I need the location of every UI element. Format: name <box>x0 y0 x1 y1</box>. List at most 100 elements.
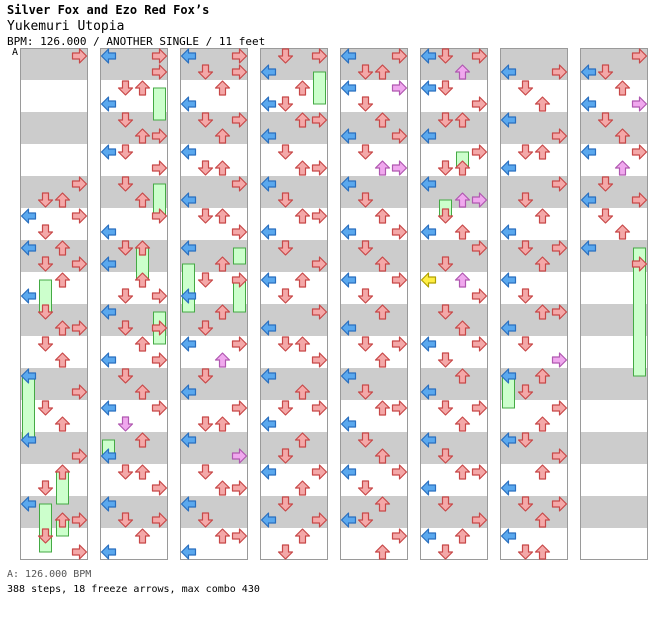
arrow-right-icon <box>311 400 328 416</box>
arrow-down-icon <box>437 544 454 560</box>
measure-stripe <box>500 400 568 416</box>
measure-stripe <box>500 176 568 192</box>
arrow-right-icon <box>551 496 568 512</box>
arrow-left-icon <box>100 544 117 560</box>
arrow-left-icon <box>420 176 437 192</box>
measure-stripe <box>420 544 488 560</box>
measure-stripe <box>260 208 328 224</box>
measure-stripe <box>580 480 648 496</box>
arrow-right-icon <box>471 336 488 352</box>
chart-column <box>180 48 248 560</box>
measure-stripe <box>260 288 328 304</box>
measure-stripe <box>580 432 648 448</box>
measure-stripe <box>420 512 488 528</box>
arrow-left-icon <box>20 208 37 224</box>
measure-stripe <box>420 224 488 240</box>
arrow-down-icon <box>357 144 374 160</box>
measure-stripe <box>340 304 408 320</box>
measure-stripe <box>340 496 408 512</box>
arrow-up-icon <box>54 272 71 288</box>
arrow-down-icon <box>197 368 214 384</box>
arrow-right-icon <box>551 352 568 368</box>
arrow-right-icon <box>391 272 408 288</box>
measure-stripe <box>260 544 328 560</box>
arrow-left-icon <box>420 224 437 240</box>
measure-stripe <box>500 208 568 224</box>
arrow-up-icon <box>134 80 151 96</box>
measure-stripe <box>500 432 568 448</box>
measure-stripe <box>20 128 88 144</box>
arrow-up-icon <box>54 320 71 336</box>
arrow-right-icon <box>391 400 408 416</box>
arrow-down-icon <box>517 544 534 560</box>
arrow-right-icon <box>231 400 248 416</box>
measure-stripe <box>420 240 488 256</box>
arrow-right-icon <box>311 160 328 176</box>
measure-stripe <box>340 224 408 240</box>
arrow-down-icon <box>37 480 54 496</box>
arrow-up-icon <box>54 464 71 480</box>
arrow-left-icon <box>340 464 357 480</box>
measure-stripe <box>580 368 648 384</box>
arrow-up-icon <box>294 432 311 448</box>
measure-stripe <box>340 272 408 288</box>
measure-stripe <box>180 384 248 400</box>
arrow-left-icon <box>260 176 277 192</box>
measure-stripe <box>580 272 648 288</box>
measure-stripe <box>340 256 408 272</box>
arrow-up-icon <box>374 112 391 128</box>
arrow-down-icon <box>37 224 54 240</box>
arrow-left-icon <box>20 368 37 384</box>
measure-stripe <box>260 144 328 160</box>
measure-stripe <box>20 96 88 112</box>
arrow-left-icon <box>180 544 197 560</box>
arrow-down-icon <box>517 80 534 96</box>
measure-stripe <box>580 176 648 192</box>
measure-stripe <box>420 464 488 480</box>
arrow-down-icon <box>517 240 534 256</box>
measure-stripe <box>580 384 648 400</box>
measure-stripe <box>420 144 488 160</box>
arrow-down-icon <box>37 336 54 352</box>
arrow-right-icon <box>311 304 328 320</box>
arrow-down-icon <box>117 240 134 256</box>
arrow-down-icon <box>117 144 134 160</box>
measure-stripe <box>580 416 648 432</box>
measure-stripe <box>100 384 168 400</box>
measure-stripe <box>20 48 88 64</box>
arrow-down-icon <box>357 96 374 112</box>
arrow-up-icon <box>214 480 231 496</box>
arrow-left-icon <box>580 144 597 160</box>
measure-stripe <box>100 352 168 368</box>
measure-stripe <box>420 400 488 416</box>
arrow-down-icon <box>437 160 454 176</box>
arrow-up-icon <box>534 368 551 384</box>
measure-stripe <box>20 496 88 512</box>
measure-stripe <box>100 480 168 496</box>
arrow-left-icon <box>260 320 277 336</box>
arrow-up-icon <box>534 304 551 320</box>
arrow-up-icon <box>454 368 471 384</box>
arrow-down-icon <box>197 464 214 480</box>
arrow-left-icon <box>180 144 197 160</box>
arrow-up-icon <box>134 192 151 208</box>
measure-stripe <box>260 240 328 256</box>
measure-stripe <box>260 176 328 192</box>
measure-stripe <box>180 96 248 112</box>
measure-stripe <box>340 144 408 160</box>
arrow-right-icon <box>311 352 328 368</box>
arrow-left-icon <box>100 256 117 272</box>
arrow-right-icon <box>471 400 488 416</box>
arrow-up-icon <box>614 160 631 176</box>
measure-stripe <box>420 336 488 352</box>
measure-stripe <box>580 48 648 64</box>
measure-stripe <box>180 288 248 304</box>
measure-stripe <box>180 544 248 560</box>
measure-stripe <box>180 512 248 528</box>
measure-stripe <box>100 288 168 304</box>
arrow-left-icon <box>180 432 197 448</box>
arrow-right-icon <box>391 128 408 144</box>
arrow-left-icon <box>20 288 37 304</box>
measure-stripe <box>420 112 488 128</box>
arrow-up-icon <box>294 80 311 96</box>
